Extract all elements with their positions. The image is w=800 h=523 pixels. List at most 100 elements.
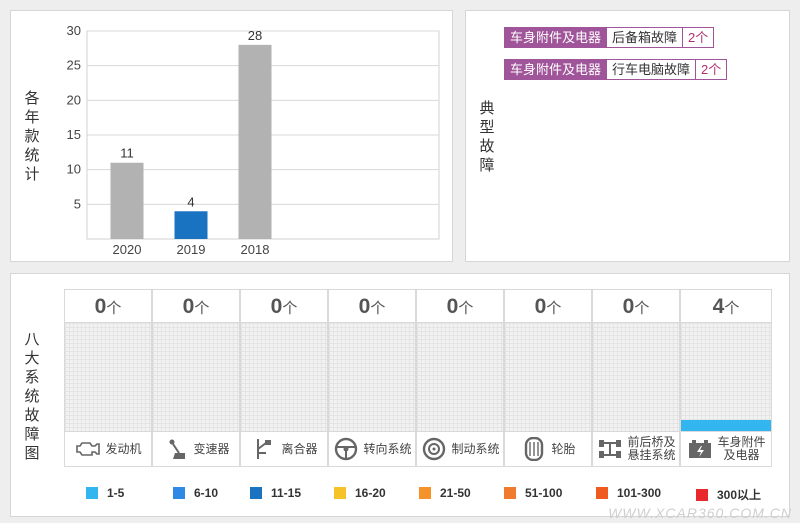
system-count-unit: 个 (106, 300, 122, 317)
legend-item: 300以上 (696, 486, 761, 503)
system-column-clutch[interactable]: 0个 离合器 (240, 289, 328, 467)
typical-faults-label: 典型故障 (479, 100, 495, 174)
system-label: 离合器 (281, 441, 318, 456)
clutch-pedal-icon (257, 439, 272, 459)
legend-label: 6-10 (194, 486, 219, 500)
system-column-body-electrical[interactable]: 4个 车身附件 及电器 (680, 289, 772, 467)
system-fill-area (65, 323, 151, 433)
legend-swatch (86, 487, 98, 499)
legend-swatch (334, 487, 346, 499)
bar (110, 162, 144, 239)
system-fill-bar (681, 419, 771, 433)
legend-label: 1-5 (107, 486, 125, 500)
system-count: 0 (358, 295, 371, 318)
legend-item: 51-100 (504, 486, 562, 500)
legend-item: 6-10 (173, 486, 218, 500)
system-label: 轮胎 (551, 441, 576, 456)
system-fill-area (593, 323, 679, 433)
system-label: 发动机 (105, 441, 142, 456)
system-count: 0 (94, 295, 107, 318)
y-tick-label: 25 (67, 58, 81, 73)
legend-item: 1-5 (86, 486, 124, 500)
legend-swatch (504, 487, 516, 499)
system-label: 转向系统 (363, 441, 412, 456)
system-count-unit: 个 (458, 300, 474, 317)
system-label: 前后桥及 悬挂系统 (627, 435, 676, 462)
fault-name: 行车电脑故障 (607, 59, 697, 80)
eight-systems-panel: 八大系统故障图 0个 发动机 0个 变速器 0个 离合器 (10, 273, 790, 517)
system-column-steering[interactable]: 0个 转向系统 (328, 289, 416, 467)
legend-item: 16-20 (334, 486, 386, 500)
x-tick-label: 2019 (177, 242, 206, 257)
y-tick-label: 15 (67, 127, 81, 142)
system-count: 0 (270, 295, 283, 318)
severity-legend: 1-5 6-10 11-15 16-20 21-50 51-100 101-30… (86, 486, 776, 504)
system-count-unit: 个 (194, 300, 210, 317)
legend-label: 300以上 (717, 488, 762, 502)
legend-swatch (419, 487, 431, 499)
fault-item[interactable]: 车身附件及电器 后备箱故障 2个 (504, 27, 715, 48)
fault-category: 车身附件及电器 (504, 59, 608, 80)
system-fault-grid: 0个 发动机 0个 变速器 0个 离合器 0个 (64, 289, 772, 467)
brake-disc-icon (423, 437, 446, 461)
system-count: 0 (182, 295, 195, 318)
y-tick-label: 10 (67, 162, 81, 177)
system-column-engine[interactable]: 0个 发动机 (64, 289, 152, 467)
bar (174, 211, 208, 239)
system-fill-area (241, 323, 327, 433)
legend-label: 16-20 (355, 486, 386, 500)
system-fill-area (329, 323, 415, 433)
bar-value-label: 28 (248, 28, 262, 43)
legend-item: 11-15 (250, 486, 301, 500)
legend-label: 51-100 (525, 486, 563, 500)
system-fill-area (681, 323, 771, 433)
legend-swatch (596, 487, 608, 499)
fault-count: 2个 (696, 59, 728, 80)
system-count: 4 (712, 295, 725, 318)
legend-label: 101-300 (617, 486, 662, 500)
system-count-unit: 个 (282, 300, 298, 317)
typical-faults-panel: 典型故障 车身附件及电器 后备箱故障 2个 车身附件及电器 行车电脑故障 2个 (465, 10, 790, 262)
system-count: 0 (534, 295, 547, 318)
system-count-unit: 个 (634, 300, 650, 317)
system-count-unit: 个 (370, 300, 386, 317)
steering-wheel-icon (335, 437, 358, 461)
system-column-brake[interactable]: 0个 制动系统 (416, 289, 504, 467)
system-column-axle-suspension[interactable]: 0个 前后桥及 悬挂系统 (592, 289, 680, 467)
system-count: 0 (446, 295, 459, 318)
legend-swatch (696, 488, 708, 501)
legend-swatch (250, 487, 262, 499)
system-label: 车身附件 及电器 (717, 435, 766, 462)
legend-swatch (173, 487, 185, 499)
system-column-transmission[interactable]: 0个 变速器 (152, 289, 240, 467)
fault-name: 后备箱故障 (607, 27, 684, 48)
system-fill-area (153, 323, 239, 433)
system-fill-area (505, 323, 591, 433)
fault-item[interactable]: 车身附件及电器 行车电脑故障 2个 (504, 59, 728, 80)
battery-icon (689, 440, 712, 458)
legend-label: 21-50 (440, 486, 471, 500)
yearly-stats-panel: 各年款统计 5 10 15 20 25 30 11 2020 4 2019 28 2018 (10, 10, 453, 262)
system-column-tire[interactable]: 0个 轮胎 (504, 289, 592, 467)
system-count: 0 (622, 295, 635, 318)
x-tick-label: 2020 (113, 242, 142, 257)
fault-category: 车身附件及电器 (504, 27, 608, 48)
fault-count: 2个 (683, 27, 715, 48)
y-tick-label: 20 (67, 92, 81, 107)
engine-icon (76, 442, 101, 456)
legend-label: 11-15 (271, 486, 302, 500)
watermark: WWW.XCAR360.COM.CN (608, 505, 792, 521)
system-count-unit: 个 (724, 300, 740, 317)
system-label: 制动系统 (451, 441, 500, 456)
x-tick-label: 2018 (241, 242, 270, 257)
system-fill-area (417, 323, 503, 433)
axle-icon (599, 440, 622, 458)
yearly-bar-chart: 5 10 15 20 25 30 11 2020 4 2019 28 2018 (67, 23, 440, 257)
system-label: 变速器 (193, 441, 230, 456)
eight-systems-label: 八大系统故障图 (24, 331, 40, 462)
legend-item: 21-50 (419, 486, 471, 500)
y-tick-label: 5 (74, 196, 81, 211)
bar-value-label: 11 (120, 146, 134, 161)
bar-value-label: 4 (187, 194, 194, 209)
tire-icon (525, 437, 544, 461)
